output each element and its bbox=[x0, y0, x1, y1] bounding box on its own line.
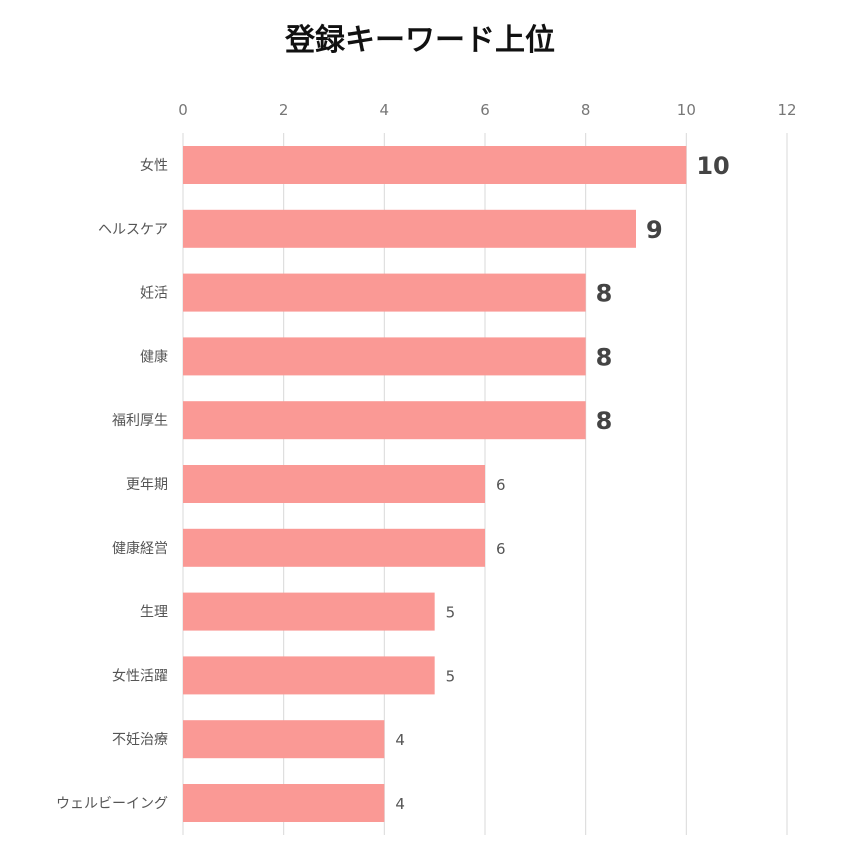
data-label: 4 bbox=[395, 731, 405, 749]
category-label: 女性 bbox=[140, 157, 168, 174]
data-label: 8 bbox=[596, 343, 613, 371]
bar bbox=[183, 209, 636, 248]
category-label: 更年期 bbox=[126, 477, 168, 493]
bar bbox=[183, 784, 385, 822]
bar bbox=[183, 337, 586, 376]
bar bbox=[183, 528, 485, 567]
bar bbox=[183, 656, 435, 695]
category-label: 健康 bbox=[140, 348, 168, 365]
category-label: 福利厚生 bbox=[112, 413, 168, 429]
data-label: 8 bbox=[596, 280, 613, 308]
data-label: 5 bbox=[446, 667, 456, 685]
category-label: 不妊治療 bbox=[112, 731, 168, 748]
bar bbox=[183, 146, 687, 184]
bar bbox=[183, 592, 435, 631]
category-label: 女性活躍 bbox=[112, 667, 168, 684]
x-tick-label: 10 bbox=[677, 101, 696, 119]
data-label: 4 bbox=[395, 795, 405, 813]
bar bbox=[183, 720, 385, 759]
category-label: ヘルスケア bbox=[98, 222, 168, 238]
category-label: ウェルビーイング bbox=[56, 796, 168, 812]
bar bbox=[183, 465, 485, 503]
data-label: 6 bbox=[496, 540, 506, 558]
chart-title: 登録キーワード上位 bbox=[284, 23, 555, 58]
category-label: 生理 bbox=[140, 605, 168, 621]
category-label: 健康経営 bbox=[112, 540, 168, 557]
x-tick-label: 0 bbox=[178, 101, 188, 119]
bar bbox=[183, 401, 586, 440]
data-label: 8 bbox=[596, 407, 613, 435]
data-label: 5 bbox=[446, 604, 456, 622]
x-tick-label: 8 bbox=[581, 101, 591, 119]
data-label: 9 bbox=[646, 216, 663, 244]
data-labels: 10 9 8 8 8 6 6 5 5 4 4 bbox=[395, 152, 729, 813]
data-label: 10 bbox=[696, 152, 729, 180]
x-tick-label: 12 bbox=[777, 101, 796, 119]
x-tick-label: 6 bbox=[480, 101, 490, 119]
x-tick-label: 2 bbox=[279, 101, 289, 119]
bars bbox=[183, 146, 687, 822]
x-tick-label: 4 bbox=[380, 101, 390, 119]
data-label: 6 bbox=[496, 476, 506, 494]
bar bbox=[183, 273, 586, 312]
x-axis-ticks: 0 2 4 6 8 10 12 bbox=[178, 101, 796, 119]
category-label: 妊活 bbox=[140, 286, 168, 302]
